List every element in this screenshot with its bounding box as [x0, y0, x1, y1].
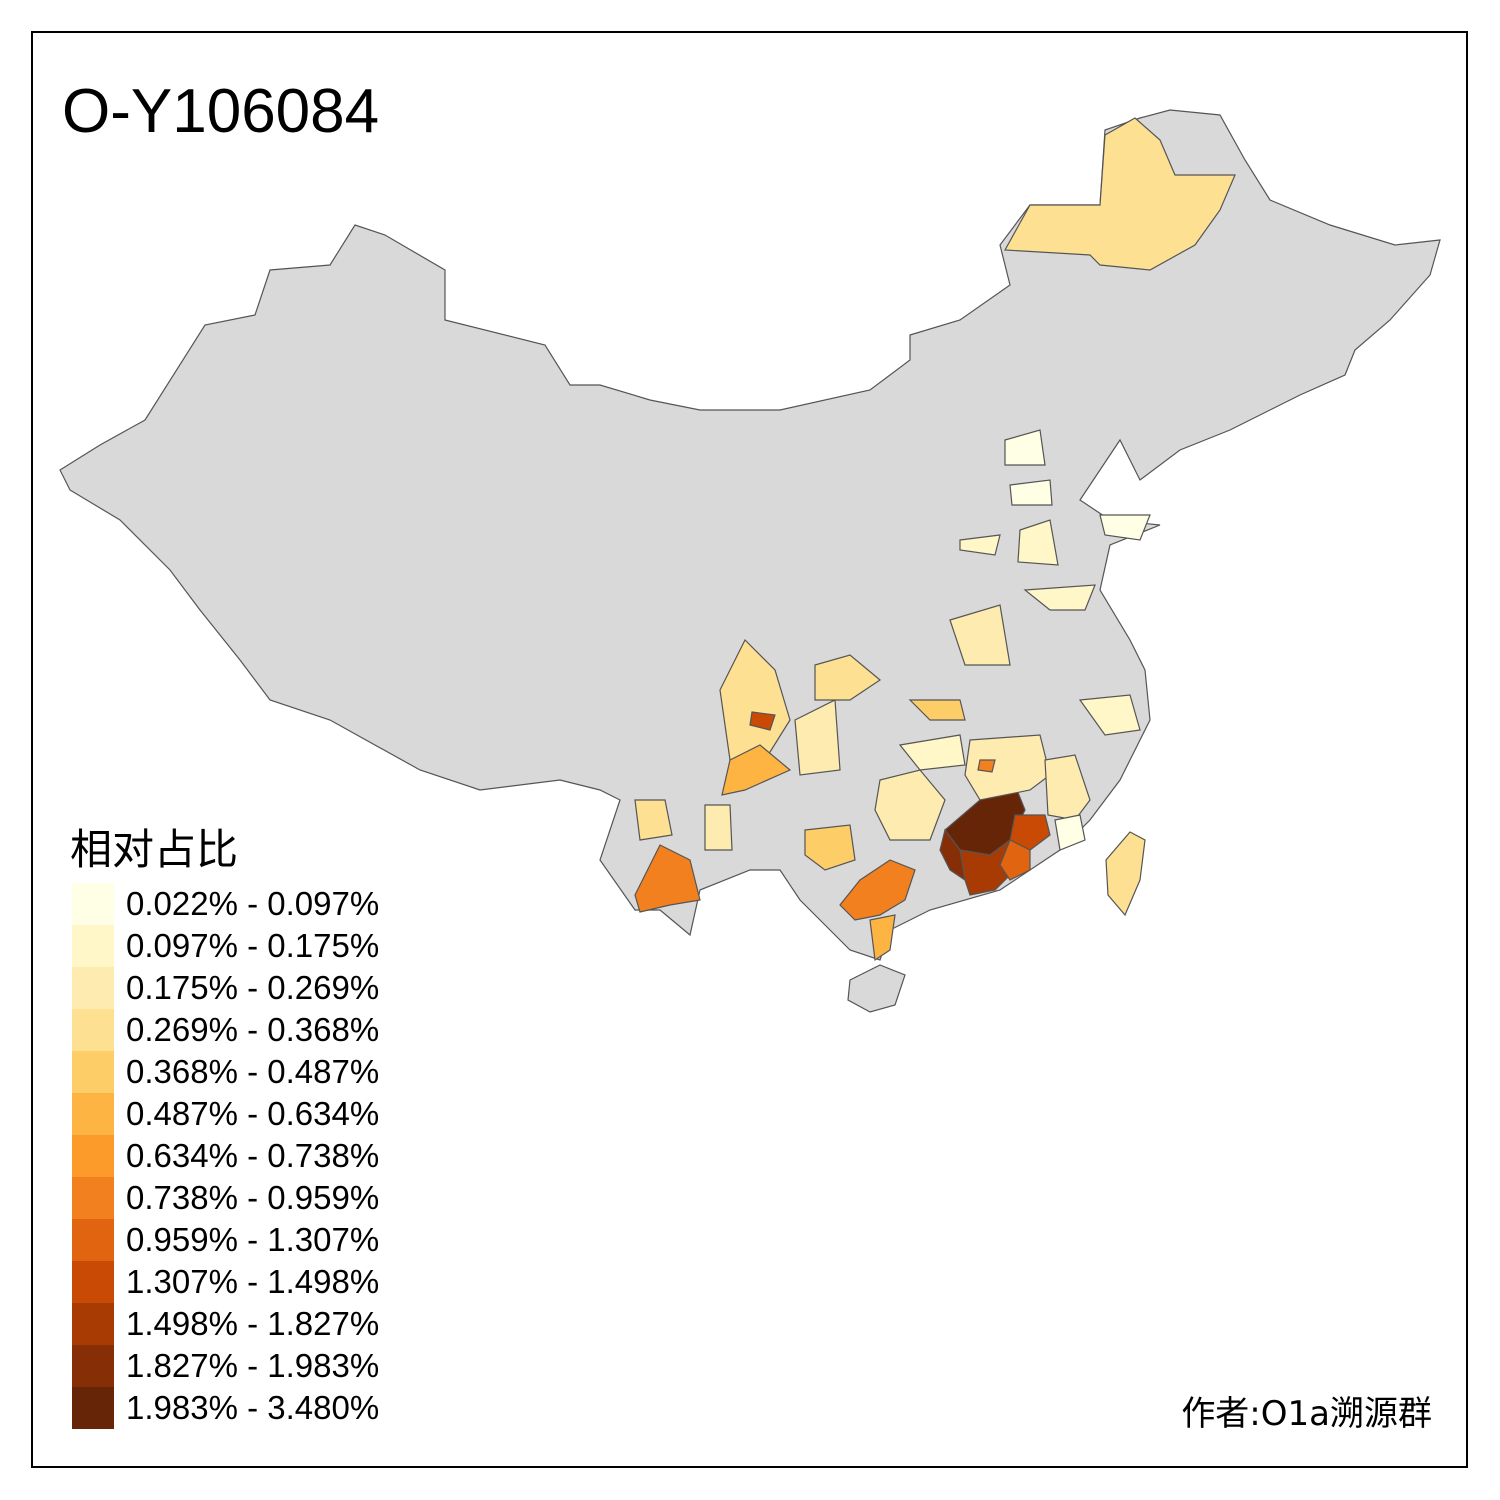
map-frame	[31, 31, 1468, 1468]
legend-swatch	[72, 1387, 114, 1429]
legend-item: 0.738% - 0.959%	[72, 1177, 379, 1219]
region-hulunbuir	[1004, 117, 1236, 271]
region-guangxi	[839, 859, 916, 921]
legend-label: 0.738% - 0.959%	[126, 1179, 380, 1216]
legend-item: 0.634% - 0.738%	[72, 1135, 379, 1177]
legend-swatch	[72, 1135, 114, 1177]
region-chongqing	[794, 699, 841, 776]
legend-label: 1.307% - 1.498%	[126, 1263, 380, 1300]
region-hubei	[908, 699, 966, 721]
region-hebei	[1004, 429, 1046, 466]
legend-item: 1.498% - 1.827%	[72, 1303, 379, 1345]
region-hunan-north	[898, 734, 966, 771]
region-meizhou	[1009, 814, 1051, 851]
legend-label: 1.498% - 1.827%	[126, 1305, 380, 1342]
region-jiangsu	[1023, 584, 1096, 611]
region-guangdong-east	[999, 839, 1031, 881]
region-guizhou	[804, 824, 856, 871]
region-zhejiang	[1078, 694, 1141, 736]
legend-label: 0.368% - 0.487%	[126, 1053, 380, 1090]
region-jiaodong	[1099, 514, 1151, 541]
region-shandong	[1017, 519, 1059, 566]
region-anhui	[949, 604, 1011, 666]
legend-item: 1.827% - 1.983%	[72, 1345, 379, 1387]
hainan-island	[847, 964, 906, 1013]
region-jiangxi-spot	[977, 759, 996, 773]
legend-label: 1.827% - 1.983%	[126, 1347, 380, 1384]
legend-label: 0.175% - 0.269%	[126, 969, 380, 1006]
legend-item: 1.307% - 1.498%	[72, 1261, 379, 1303]
legend-item: 0.022% - 0.097%	[72, 883, 379, 925]
legend-label: 0.097% - 0.175%	[126, 927, 380, 964]
region-fujian	[1044, 754, 1091, 821]
author-credit: 作者:O1a溯源群	[1181, 1394, 1432, 1434]
taiwan-island	[1105, 831, 1146, 917]
legend-label: 0.022% - 0.097%	[126, 885, 380, 922]
region-beijing-area	[1009, 479, 1053, 506]
legend-title: 相对占比	[70, 825, 239, 874]
legend-label: 0.487% - 0.634%	[126, 1095, 380, 1132]
legend-item: 0.368% - 0.487%	[72, 1051, 379, 1093]
legend-swatch	[72, 925, 114, 967]
legend-label: 0.634% - 0.738%	[126, 1137, 380, 1174]
legend-item: 1.983% - 3.480%	[72, 1387, 379, 1429]
legend-item: 0.097% - 0.175%	[72, 925, 379, 967]
legend-swatch	[72, 1261, 114, 1303]
legend-item: 0.487% - 0.634%	[72, 1093, 379, 1135]
region-yunnan-mid	[704, 804, 733, 851]
legend-item: 0.959% - 1.307%	[72, 1219, 379, 1261]
legend-swatch	[72, 883, 114, 925]
region-yunnan-south	[634, 844, 701, 913]
region-chengdu	[749, 711, 776, 731]
legend-item: 0.269% - 0.368%	[72, 1009, 379, 1051]
china-mainland	[59, 109, 1441, 961]
region-jiangxi	[964, 734, 1051, 801]
legend-swatch	[72, 1093, 114, 1135]
region-guangxi-south	[869, 914, 896, 962]
region-shaanxi-south	[814, 654, 882, 701]
legend-swatch	[72, 967, 114, 1009]
region-guangdong-south	[959, 838, 1016, 896]
region-yunnan-west	[634, 799, 673, 841]
legend-swatch	[72, 1219, 114, 1261]
legend-swatch	[72, 1303, 114, 1345]
legend-swatch	[72, 1051, 114, 1093]
legend-label: 0.269% - 0.368%	[126, 1011, 380, 1048]
legend-swatch	[72, 1177, 114, 1219]
legend-swatch	[72, 1009, 114, 1051]
legend-label: 0.959% - 1.307%	[126, 1221, 380, 1258]
region-fujian-coast	[1054, 814, 1086, 851]
legend-item: 0.175% - 0.269%	[72, 967, 379, 1009]
region-yunnan-center	[721, 744, 792, 796]
region-henan	[959, 534, 1001, 556]
map-title: O-Y106084	[62, 77, 380, 146]
legend-label: 1.983% - 3.480%	[126, 1389, 380, 1426]
legend-swatch	[72, 1345, 114, 1387]
